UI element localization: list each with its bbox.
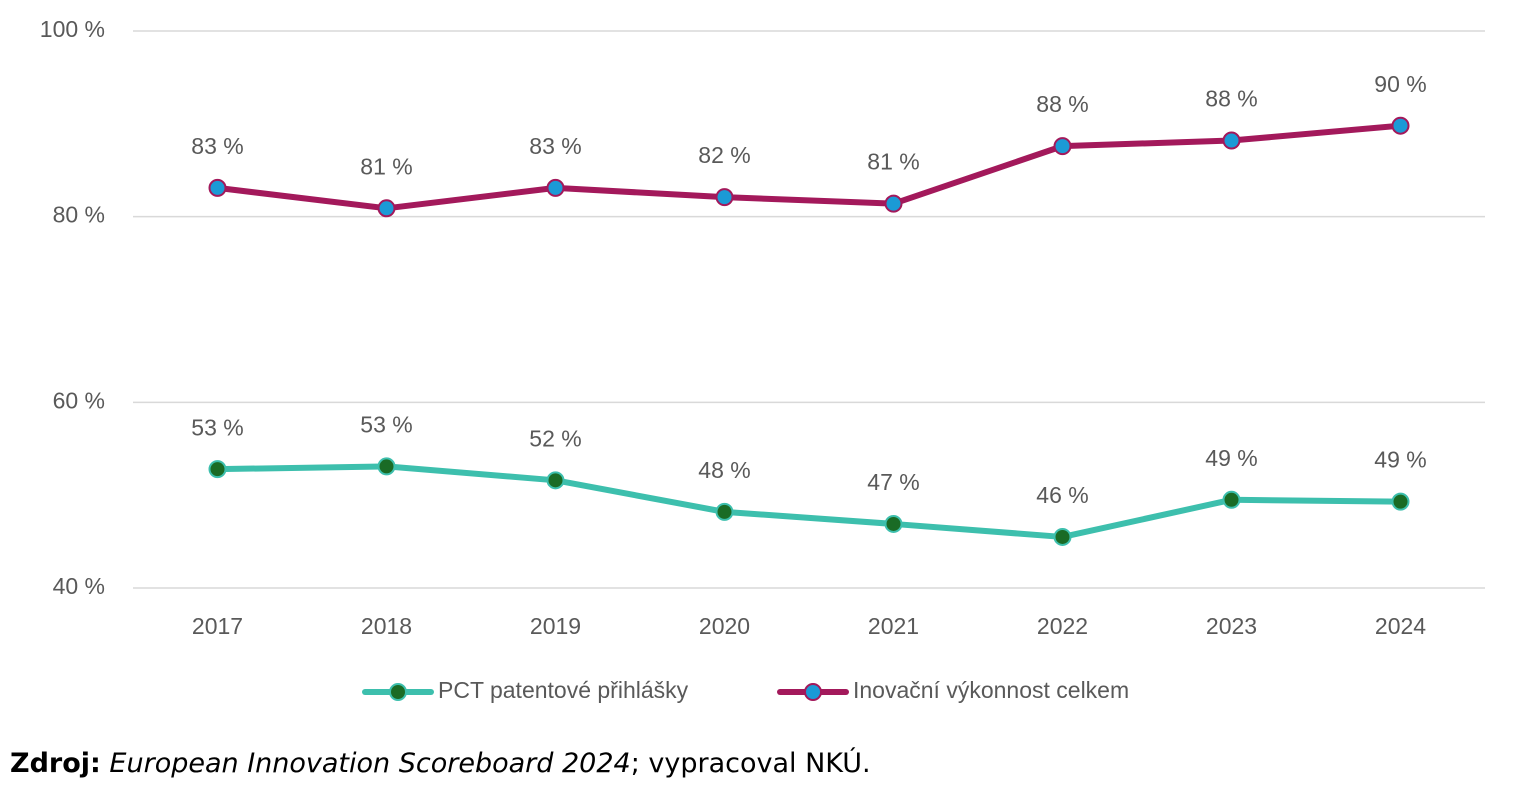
x-tick-label: 2017 (192, 613, 243, 639)
marker (377, 457, 396, 476)
marker (377, 199, 396, 218)
y-tick-label: 60 % (53, 387, 105, 413)
legend-label: Inovační výkonnost celkem (853, 677, 1129, 703)
source-rest: ; vypracoval NKÚ. (630, 748, 871, 779)
marker (546, 471, 565, 490)
chart: 40 % 60 % 80 % 100 % 2017 2018 2019 2020 2021 202… (40, 16, 1485, 703)
x-tick-label: 2024 (1375, 613, 1426, 639)
data-label: 83 % (191, 133, 243, 159)
series-line (217, 463, 1401, 540)
data-label: 46 % (1036, 482, 1088, 508)
y-tick-label: 100 % (40, 16, 105, 42)
data-label: 83 % (529, 133, 581, 159)
data-label: 82 % (698, 142, 750, 168)
marker (884, 514, 903, 533)
data-label: 81 % (867, 149, 919, 175)
data-label: 53 % (191, 414, 243, 440)
marker (1053, 137, 1072, 156)
marker (546, 178, 565, 197)
y-tick-label: 40 % (53, 573, 105, 599)
legend-label: PCT patentové přihlášky (438, 677, 689, 703)
x-tick-label: 2022 (1037, 613, 1088, 639)
data-label: 49 % (1205, 445, 1257, 471)
y-tick-label: 80 % (53, 202, 105, 228)
data-label: 81 % (360, 153, 412, 179)
source-title: European Innovation Scoreboard 2024 (109, 748, 631, 779)
marker (1391, 492, 1410, 511)
data-label: 47 % (867, 469, 919, 495)
marker (715, 188, 734, 207)
x-tick-label: 2023 (1206, 613, 1257, 639)
x-tick-label: 2019 (530, 613, 581, 639)
legend-marker (389, 683, 407, 701)
data-label: 49 % (1374, 447, 1426, 473)
source-note: Zdroj: European Innovation Scoreboard 20… (10, 748, 871, 779)
data-label: 52 % (529, 425, 581, 451)
x-tick-label: 2018 (361, 613, 412, 639)
marker (208, 460, 227, 479)
data-label: 88 % (1036, 91, 1088, 117)
marker (884, 194, 903, 213)
data-label: 48 % (698, 457, 750, 483)
x-tick-label: 2021 (868, 613, 919, 639)
marker (1222, 490, 1241, 509)
legend-marker (804, 683, 822, 701)
marker (208, 178, 227, 197)
data-label: 53 % (360, 411, 412, 437)
marker (1391, 116, 1410, 135)
series-line (217, 122, 1401, 212)
marker (1222, 131, 1241, 150)
source-label: Zdroj: (10, 748, 101, 779)
data-label: 90 % (1374, 71, 1426, 97)
marker (715, 502, 734, 521)
marker (1053, 527, 1072, 546)
data-label: 88 % (1205, 86, 1257, 112)
x-tick-label: 2020 (699, 613, 750, 639)
